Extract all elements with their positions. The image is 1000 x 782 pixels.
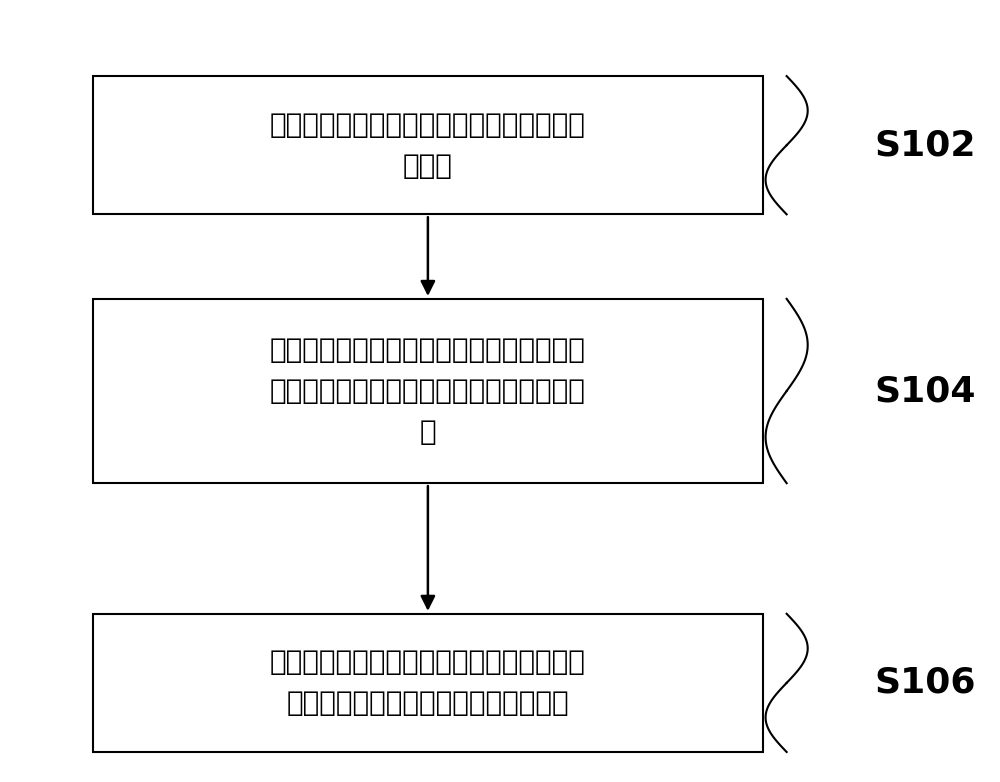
Text: 获取目标集装箱的信息和多个区域的集装箱
的数量: 获取目标集装箱的信息和多个区域的集装箱 的数量 [270,110,586,180]
Text: S106: S106 [875,666,976,700]
Text: 按照每个区域的待调配集装箱的数量，将每
个区域的待调配集装箱运输至发送地点: 按照每个区域的待调配集装箱的数量，将每 个区域的待调配集装箱运输至发送地点 [270,648,586,717]
FancyBboxPatch shape [93,299,763,483]
Text: S102: S102 [875,128,976,162]
FancyBboxPatch shape [93,614,763,752]
FancyBboxPatch shape [93,76,763,214]
Text: S104: S104 [875,374,976,408]
Text: 根据目标集装箱的数量和多个区域的集装箱
的数量，确定每个区域的待调配集装箱的数
量: 根据目标集装箱的数量和多个区域的集装箱 的数量，确定每个区域的待调配集装箱的数 … [270,335,586,447]
